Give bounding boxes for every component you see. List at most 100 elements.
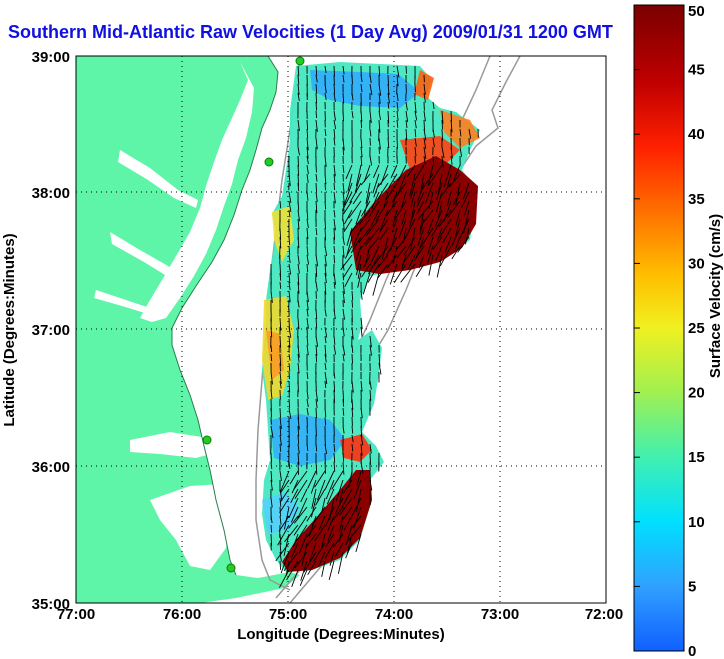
velocity-vector	[279, 488, 283, 501]
velocity-vector	[288, 281, 291, 291]
velocity-vector	[342, 218, 345, 231]
velocity-vector	[405, 110, 409, 122]
velocity-vector	[359, 236, 371, 251]
velocity-vector	[373, 245, 389, 266]
colorbar-tick-label: 30	[688, 255, 705, 272]
velocity-vector	[373, 182, 380, 198]
velocity-vector	[386, 236, 398, 256]
velocity-vector	[306, 407, 309, 416]
velocity-vector	[333, 335, 336, 345]
velocity-vector	[333, 137, 336, 146]
velocity-vector	[279, 506, 281, 517]
velocity-vector	[386, 200, 398, 216]
velocity-vector	[379, 218, 389, 233]
velocity-vector	[414, 137, 417, 147]
velocity-vector	[342, 137, 345, 151]
velocity-vector	[315, 173, 318, 182]
velocity-vector	[315, 353, 318, 363]
max-velocity-region-central	[350, 156, 478, 274]
velocity-vector	[333, 218, 336, 231]
velocity-vector	[306, 524, 317, 538]
velocity-vector	[377, 182, 389, 200]
velocity-vector	[279, 416, 282, 430]
velocity-vector	[328, 560, 335, 581]
velocity-vector	[427, 245, 434, 264]
velocity-vector	[279, 272, 282, 281]
velocity-vector	[315, 263, 318, 277]
velocity-vector	[342, 200, 345, 212]
velocity-vector	[351, 353, 353, 364]
velocity-vector	[315, 317, 318, 328]
velocity-vector	[396, 65, 400, 78]
chesapeake-bay	[140, 62, 254, 322]
rappahannock-river	[110, 232, 176, 278]
velocity-vector	[414, 101, 417, 114]
velocity-vector	[393, 263, 407, 284]
velocity-vector	[342, 182, 345, 194]
velocity-vector	[315, 407, 317, 418]
velocity-vector	[333, 452, 336, 463]
velocity-vector	[290, 488, 299, 504]
velocity-vector	[283, 506, 290, 530]
velocity-vector	[306, 398, 309, 408]
velocity-vector	[378, 110, 381, 120]
velocity-vector	[270, 479, 273, 491]
velocity-vector	[401, 254, 407, 270]
x-tick-label: 75:00	[269, 606, 307, 623]
velocity-vector	[297, 92, 300, 101]
velocity-vector	[306, 119, 309, 130]
velocity-vector	[324, 173, 327, 185]
velocity-vector	[377, 254, 389, 268]
velocity-vector	[333, 182, 336, 191]
velocity-vector	[347, 173, 353, 192]
velocity-vector	[288, 272, 291, 284]
velocity-vector	[306, 137, 309, 151]
velocity-vector	[270, 461, 273, 469]
velocity-vector	[338, 488, 344, 505]
velocity-vector-field	[270, 65, 479, 588]
velocity-vector	[423, 110, 426, 122]
velocity-vector	[339, 515, 344, 532]
velocity-vector	[324, 407, 327, 417]
velocity-vector	[360, 119, 363, 129]
velocity-vector	[342, 65, 345, 75]
velocity-vector	[450, 146, 453, 159]
velocity-vector	[354, 173, 362, 193]
velocity-vector	[315, 182, 317, 192]
velocity-vector	[279, 470, 290, 493]
velocity-vector	[297, 362, 300, 374]
velocity-vector	[270, 524, 273, 533]
velocity-vector	[410, 182, 416, 199]
velocity-vector	[378, 119, 381, 133]
velocity-vector	[315, 92, 318, 104]
velocity-vector	[381, 236, 389, 260]
velocity-vector	[315, 461, 318, 475]
velocity-vector	[409, 173, 416, 196]
velocity-vector	[355, 533, 362, 553]
velocity-vector	[297, 209, 300, 222]
velocity-vector	[288, 461, 291, 470]
velocity-vector	[306, 173, 309, 183]
velocity-vector	[277, 524, 290, 546]
velocity-vector	[333, 65, 335, 77]
velocity-vector	[279, 407, 281, 418]
velocity-vector	[342, 506, 353, 520]
velocity-vector	[310, 479, 317, 494]
velocity-vector	[419, 209, 425, 230]
velocity-vector	[432, 155, 435, 166]
velocity-vector	[315, 281, 318, 292]
velocity-vector	[437, 200, 443, 218]
velocity-vector	[314, 524, 326, 542]
velocity-vector	[389, 263, 398, 285]
velocity-vector	[279, 569, 290, 588]
velocity-vector	[288, 326, 292, 338]
velocity-vector	[355, 164, 362, 187]
velocity-vector	[337, 551, 344, 574]
velocity-vector	[332, 533, 344, 548]
velocity-vector	[342, 263, 353, 279]
velocity-vector	[423, 146, 427, 159]
velocity-vector	[333, 281, 336, 289]
velocity-vector	[324, 182, 326, 191]
velocity-vector	[297, 200, 300, 211]
velocity-vector	[297, 263, 300, 274]
